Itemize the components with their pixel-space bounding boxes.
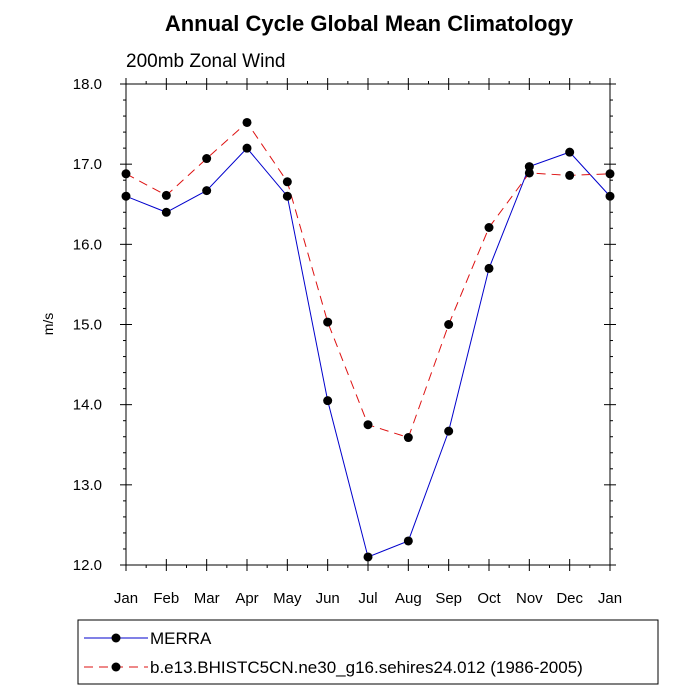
x-tick-label: Sep (435, 590, 462, 607)
data-point-series-2 (282, 177, 292, 187)
data-point-series-2 (161, 190, 171, 200)
y-tick-label: 18.0 (73, 76, 102, 93)
legend-label-1: MERRA (150, 629, 212, 648)
data-point-series-1 (323, 396, 333, 406)
x-tick-label: Jan (598, 590, 622, 607)
y-tick-labels: 12.0 13.0 14.0 15.0 16.0 17.0 18.0 (73, 76, 102, 574)
data-point-series-1 (403, 536, 413, 546)
y-tick-label: 13.0 (73, 477, 102, 494)
x-tick-label: Oct (477, 590, 501, 607)
data-point-series-2 (605, 169, 615, 179)
x-tick-label: Jul (358, 590, 377, 607)
data-point-series-2 (323, 317, 333, 327)
axis-ticks (120, 78, 616, 571)
data-point-series-1 (121, 191, 131, 201)
x-tick-label: May (273, 590, 302, 607)
data-point-series-2 (565, 170, 575, 180)
x-tick-labels: Jan Feb Mar Apr May Jun Jul Aug Sep Oct Nov Dec Jan (114, 590, 622, 607)
data-point-series-2 (444, 320, 454, 329)
plot-frame (125, 83, 611, 566)
data-point-series-1 (363, 552, 373, 562)
y-tick-label: 15.0 (73, 317, 102, 334)
x-tick-label: Nov (516, 590, 543, 607)
y-tick-label: 12.0 (73, 557, 102, 574)
series-line-1 (125, 147, 611, 558)
chart-subtitle: 200mb Zonal Wind (126, 51, 285, 72)
legend-label-2: b.e13.BHISTC5CN.ne30_g16.sehires24.012 (… (150, 658, 583, 677)
series-line-2 (125, 121, 611, 439)
chart-title: Annual Cycle Global Mean Climatology (165, 11, 574, 36)
data-point-series-2 (484, 222, 494, 232)
legend-marker-2 (111, 662, 121, 672)
legend-box (77, 619, 659, 685)
x-tick-label: Apr (235, 590, 258, 607)
data-point-series-2 (403, 433, 413, 443)
x-tick-label: Aug (395, 590, 422, 607)
x-tick-label: Jan (114, 590, 138, 607)
data-point-series-2 (524, 168, 534, 178)
data-point-series-2 (242, 117, 252, 127)
x-tick-label: Dec (556, 590, 583, 607)
data-point-series-1 (282, 191, 292, 201)
data-point-series-1 (565, 147, 575, 157)
y-axis-label: m/s (40, 313, 56, 336)
data-point-series-1 (444, 426, 454, 436)
data-point-series-1 (242, 143, 252, 153)
y-tick-label: 16.0 (73, 236, 102, 253)
data-point-series-1 (161, 207, 171, 217)
data-point-series-2 (363, 420, 373, 430)
data-point-series-2 (202, 154, 212, 164)
y-tick-label: 14.0 (73, 397, 102, 414)
data-point-series-2 (121, 169, 131, 179)
data-series (121, 117, 615, 562)
data-point-series-1 (605, 191, 615, 201)
x-tick-label: Feb (153, 590, 179, 607)
legend: MERRA b.e13.BHISTC5CN.ne30_g16.sehires24.… (84, 629, 583, 677)
data-point-series-1 (484, 263, 494, 273)
data-point-series-1 (202, 186, 212, 196)
data-point-series-1 (524, 162, 534, 172)
y-tick-label: 17.0 (73, 156, 102, 173)
x-tick-label: Mar (194, 590, 220, 607)
x-tick-label: Jun (316, 590, 340, 607)
legend-marker-1 (111, 633, 121, 643)
